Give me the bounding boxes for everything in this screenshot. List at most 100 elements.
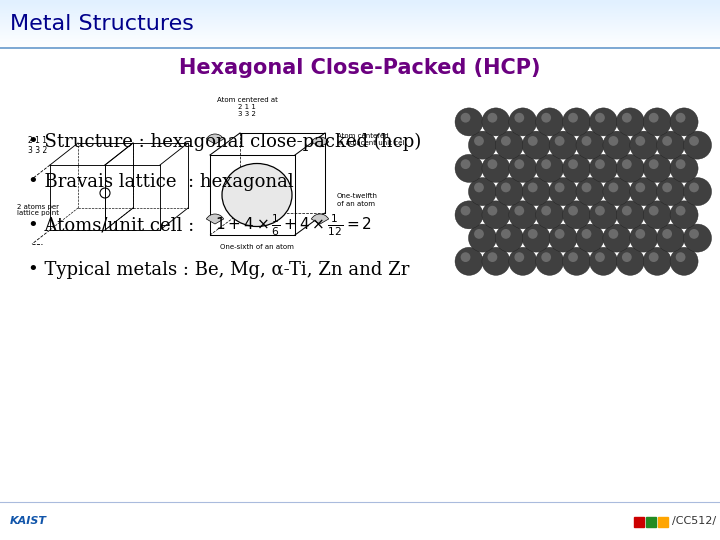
Circle shape xyxy=(689,229,699,239)
Bar xyxy=(0,29,720,30)
Circle shape xyxy=(683,178,711,206)
Circle shape xyxy=(455,201,483,229)
Circle shape xyxy=(541,113,551,123)
Bar xyxy=(0,10,720,11)
Circle shape xyxy=(554,136,564,146)
Bar xyxy=(0,12,720,13)
Circle shape xyxy=(482,108,510,136)
Circle shape xyxy=(675,206,685,215)
Circle shape xyxy=(643,154,671,183)
Circle shape xyxy=(536,154,564,183)
Text: • Structure : hexagonal close-packed (hcp): • Structure : hexagonal close-packed (hc… xyxy=(28,133,421,151)
Circle shape xyxy=(469,224,497,252)
Text: One-sixth of an atom: One-sixth of an atom xyxy=(220,244,294,250)
Circle shape xyxy=(501,229,510,239)
Bar xyxy=(0,33,720,34)
Text: $1+4\times\frac{1}{6}+4\times\frac{1}{12}=2$: $1+4\times\frac{1}{6}+4\times\frac{1}{12… xyxy=(215,212,372,238)
Bar xyxy=(0,14,720,15)
Wedge shape xyxy=(207,214,224,224)
Circle shape xyxy=(595,159,605,169)
Circle shape xyxy=(643,247,671,275)
Bar xyxy=(0,1,720,2)
Circle shape xyxy=(461,113,470,123)
Circle shape xyxy=(469,131,497,159)
Circle shape xyxy=(630,178,658,206)
Circle shape xyxy=(549,131,577,159)
Circle shape xyxy=(622,206,631,215)
Circle shape xyxy=(482,154,510,183)
Circle shape xyxy=(568,113,578,123)
Circle shape xyxy=(622,252,631,262)
Circle shape xyxy=(590,247,618,275)
Bar xyxy=(0,6,720,7)
Circle shape xyxy=(514,113,524,123)
Bar xyxy=(0,39,720,40)
Bar xyxy=(658,517,668,527)
Wedge shape xyxy=(311,214,328,224)
Circle shape xyxy=(616,154,644,183)
Circle shape xyxy=(562,154,590,183)
Circle shape xyxy=(554,183,564,192)
Circle shape xyxy=(474,229,484,239)
Circle shape xyxy=(630,224,658,252)
Circle shape xyxy=(670,201,698,229)
Bar xyxy=(0,4,720,5)
Circle shape xyxy=(675,159,685,169)
Circle shape xyxy=(474,136,484,146)
Text: Hexagonal Close-Packed (HCP): Hexagonal Close-Packed (HCP) xyxy=(179,58,541,78)
Circle shape xyxy=(683,131,711,159)
Circle shape xyxy=(616,201,644,229)
Circle shape xyxy=(522,224,550,252)
Circle shape xyxy=(670,154,698,183)
Circle shape xyxy=(649,252,659,262)
Circle shape xyxy=(635,136,645,146)
Bar xyxy=(0,43,720,44)
Bar xyxy=(0,44,720,45)
Circle shape xyxy=(487,113,498,123)
Circle shape xyxy=(514,252,524,262)
Circle shape xyxy=(670,108,698,136)
Circle shape xyxy=(683,224,711,252)
Bar xyxy=(0,18,720,19)
Bar xyxy=(0,2,720,3)
Circle shape xyxy=(487,252,498,262)
Circle shape xyxy=(608,229,618,239)
Bar xyxy=(0,42,720,43)
Bar xyxy=(0,20,720,21)
Circle shape xyxy=(582,136,591,146)
Bar xyxy=(0,32,720,33)
Circle shape xyxy=(482,247,510,275)
Circle shape xyxy=(536,108,564,136)
Bar xyxy=(0,47,720,48)
Circle shape xyxy=(595,252,605,262)
Bar xyxy=(0,35,720,36)
Text: KAIST: KAIST xyxy=(10,516,47,526)
Bar xyxy=(0,13,720,14)
Circle shape xyxy=(455,108,483,136)
Circle shape xyxy=(541,206,551,215)
Circle shape xyxy=(461,206,470,215)
Circle shape xyxy=(649,113,659,123)
Circle shape xyxy=(582,229,591,239)
Circle shape xyxy=(590,201,618,229)
Circle shape xyxy=(522,131,550,159)
Text: Metal Structures: Metal Structures xyxy=(10,14,194,34)
Circle shape xyxy=(616,247,644,275)
Circle shape xyxy=(657,224,685,252)
Circle shape xyxy=(670,247,698,275)
Circle shape xyxy=(549,178,577,206)
Circle shape xyxy=(495,224,523,252)
Circle shape xyxy=(576,131,604,159)
Circle shape xyxy=(582,183,591,192)
Circle shape xyxy=(622,113,631,123)
Bar xyxy=(0,30,720,31)
Circle shape xyxy=(509,201,537,229)
Bar xyxy=(0,0,720,1)
Circle shape xyxy=(568,252,578,262)
Bar xyxy=(0,11,720,12)
Circle shape xyxy=(649,206,659,215)
Text: /CC512/: /CC512/ xyxy=(672,516,716,526)
Circle shape xyxy=(649,159,659,169)
Circle shape xyxy=(528,183,538,192)
Bar xyxy=(0,45,720,46)
